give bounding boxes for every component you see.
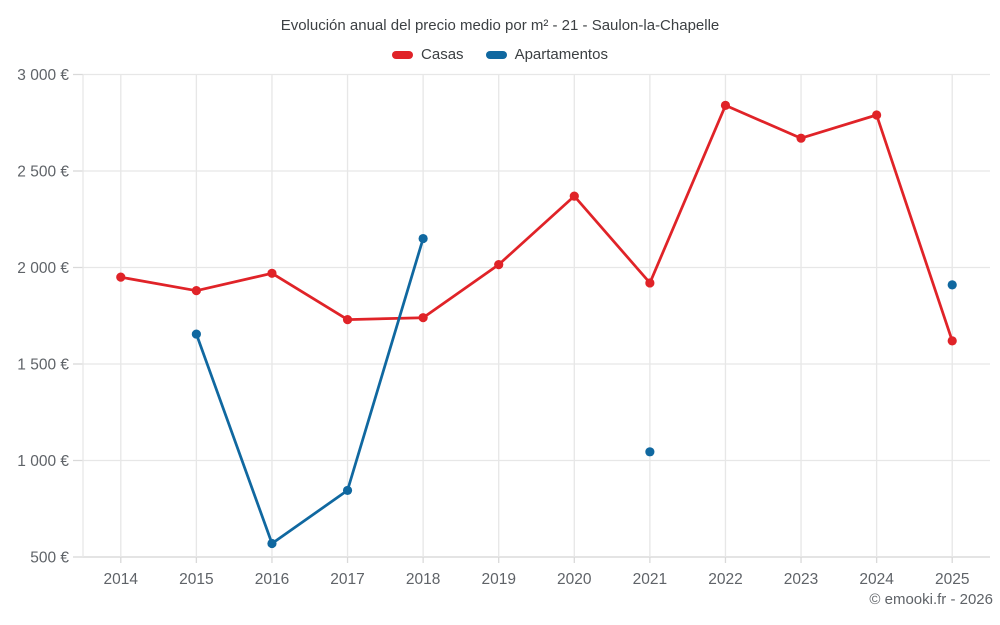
data-point-apartamentos-2016[interactable] — [267, 538, 277, 549]
y-tick-label: 1 000 € — [17, 453, 69, 470]
data-point-casas-2023[interactable] — [796, 133, 806, 143]
x-tick-label: 2017 — [330, 571, 364, 588]
data-point-casas-2024[interactable] — [872, 110, 882, 120]
x-tick-label: 2025 — [935, 571, 969, 588]
data-point-casas-2018[interactable] — [418, 313, 428, 323]
y-tick-label: 500 € — [30, 550, 69, 567]
x-tick-label: 2018 — [406, 571, 440, 588]
x-tick-label: 2024 — [859, 571, 894, 588]
x-tick-label: 2021 — [633, 571, 667, 588]
data-point-apartamentos-2021[interactable] — [645, 447, 655, 457]
data-point-casas-2019[interactable] — [494, 260, 504, 270]
x-tick-label: 2015 — [179, 571, 213, 588]
data-point-casas-2014[interactable] — [116, 272, 126, 282]
x-tick-label: 2016 — [255, 571, 289, 588]
x-tick-label: 2020 — [557, 571, 592, 588]
copyright-text: © emooki.fr - 2026 — [869, 591, 993, 608]
data-point-casas-2020[interactable] — [569, 191, 579, 201]
legend: Casas Apartamentos — [0, 46, 1000, 63]
data-point-casas-2017[interactable] — [342, 315, 353, 325]
data-point-casas-2021[interactable] — [645, 278, 655, 288]
legend-item-casas[interactable]: Casas — [392, 46, 464, 63]
series-line-casas — [119, 104, 954, 343]
data-point-casas-2025[interactable] — [947, 336, 957, 346]
legend-label-casas: Casas — [421, 46, 464, 63]
legend-item-apartamentos[interactable]: Apartamentos — [485, 46, 608, 63]
x-tick-label: 2014 — [104, 571, 139, 588]
y-tick-label: 2 500 € — [17, 164, 69, 181]
data-point-apartamentos-2025[interactable] — [947, 280, 957, 290]
data-point-apartamentos-2015[interactable] — [191, 329, 201, 339]
y-tick-label: 3 000 € — [17, 67, 69, 84]
data-point-casas-2022[interactable] — [720, 100, 731, 110]
casas-series-marker-icon — [392, 50, 414, 59]
x-tick-label: 2023 — [784, 571, 818, 588]
x-tick-label: 2022 — [708, 571, 742, 588]
y-tick-label: 1 500 € — [17, 357, 69, 374]
apartamentos-series-marker-icon — [485, 50, 507, 59]
data-point-apartamentos-2017[interactable] — [342, 485, 353, 496]
x-tick-label: 2019 — [481, 571, 515, 588]
y-tick-label: 2 000 € — [17, 260, 69, 277]
legend-label-apartamentos: Apartamentos — [514, 46, 608, 63]
data-point-casas-2016[interactable] — [267, 268, 277, 278]
data-point-casas-2015[interactable] — [191, 286, 201, 296]
data-point-apartamentos-2018[interactable] — [418, 233, 428, 244]
chart-title: Evolución anual del precio medio por m² … — [280, 17, 720, 34]
